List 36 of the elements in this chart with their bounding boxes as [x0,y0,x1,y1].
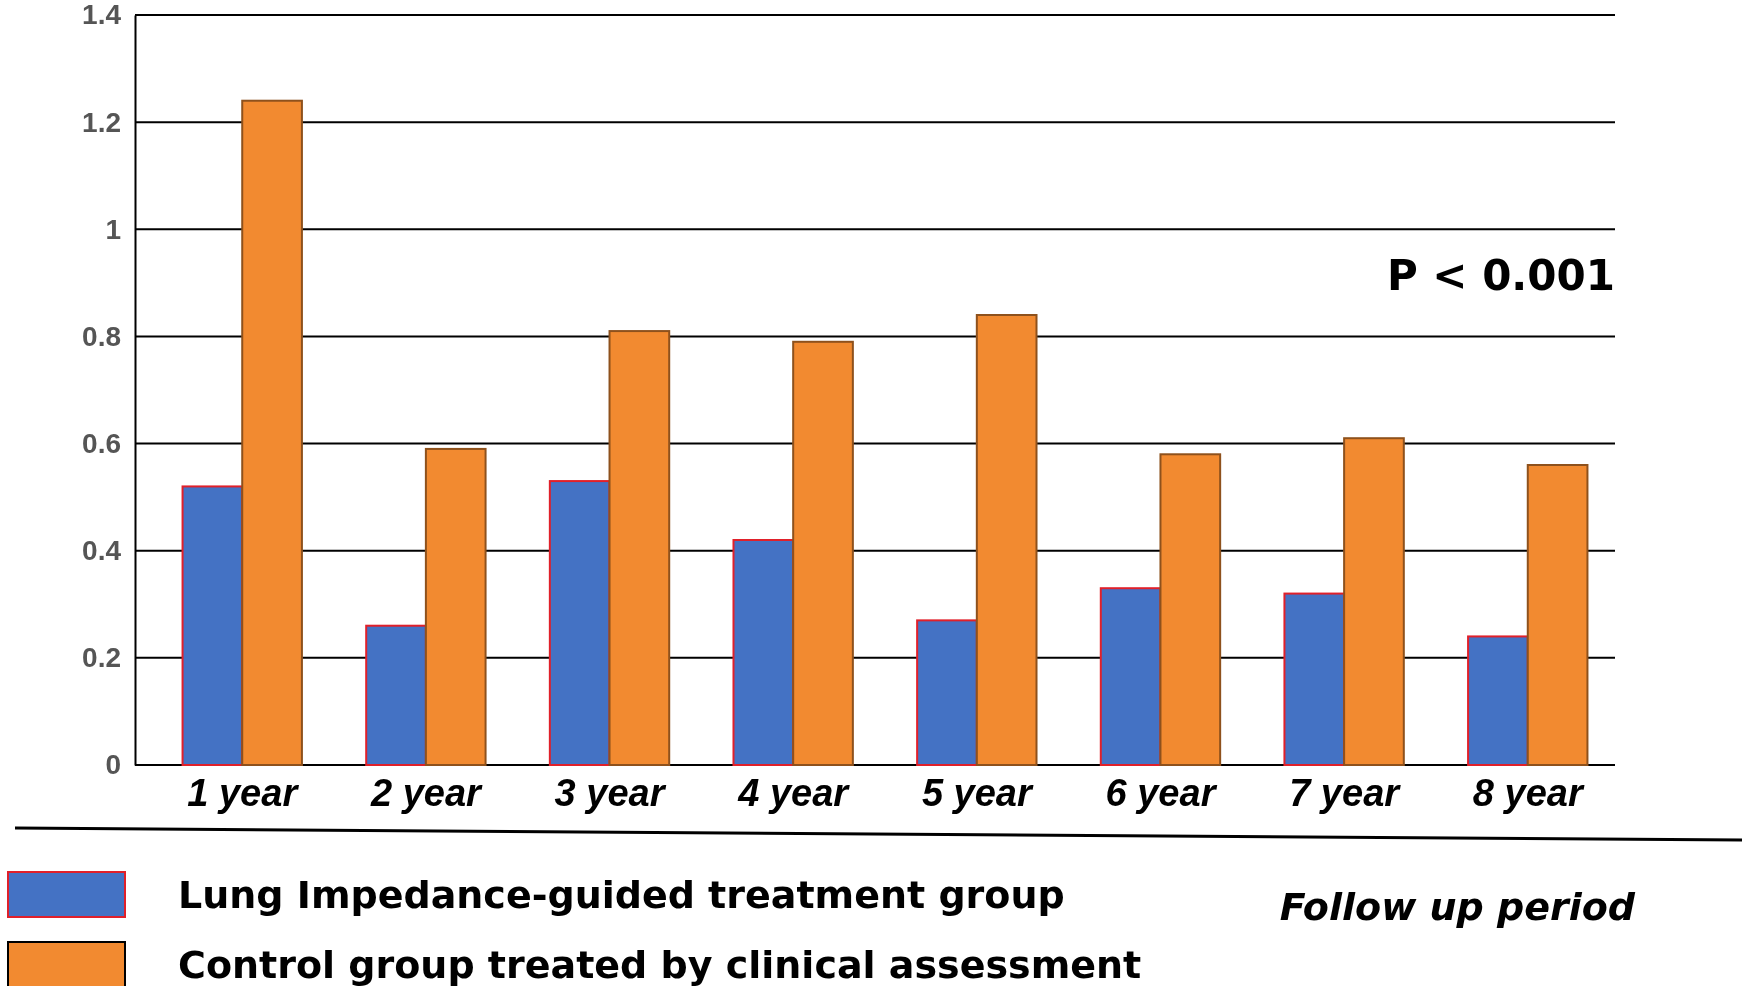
bar [548,480,611,766]
bar [916,619,978,766]
y-tick-label: 1.4 [82,0,122,31]
bar [241,99,303,766]
bar [1159,453,1222,766]
x-tick-label: 1 year [187,771,300,814]
x-tick-label: 3 year [554,771,667,814]
y-tick-label: 0.4 [82,535,122,567]
bar [424,447,487,766]
y-tick-label: 0 [105,749,121,781]
bar [1343,437,1405,766]
bar [1526,464,1589,766]
y-tick-label: 1.2 [82,106,121,138]
annotation: P < 0.001 [1386,251,1615,300]
x-tick-label: 8 year [1472,771,1585,814]
y-tick-label: 0.8 [82,320,121,352]
x-tick-label: 6 year [1105,771,1218,814]
y-tick-label: 1 [105,213,121,245]
x-tick-label: 7 year [1289,771,1402,814]
bar [975,314,1038,766]
y-tick-label: 0.2 [82,642,121,674]
bar [1283,592,1346,766]
legend-label: Lung Impedance-guided treatment group [178,873,1065,917]
x-axis-title: Follow up period [1279,885,1636,929]
bar [365,624,427,766]
bar [1099,587,1162,766]
bar [181,485,244,766]
x-tick-label: 5 year [921,771,1034,814]
legend-label: Control group treated by clinical assessment [178,943,1142,986]
bar [792,340,854,766]
bar [732,539,795,766]
x-tick-label: 2 year [369,771,484,814]
x-tick-label: 4 year [737,771,851,814]
y-tick-label: 0.6 [82,428,121,460]
bar [608,330,671,766]
bar [1467,635,1529,766]
